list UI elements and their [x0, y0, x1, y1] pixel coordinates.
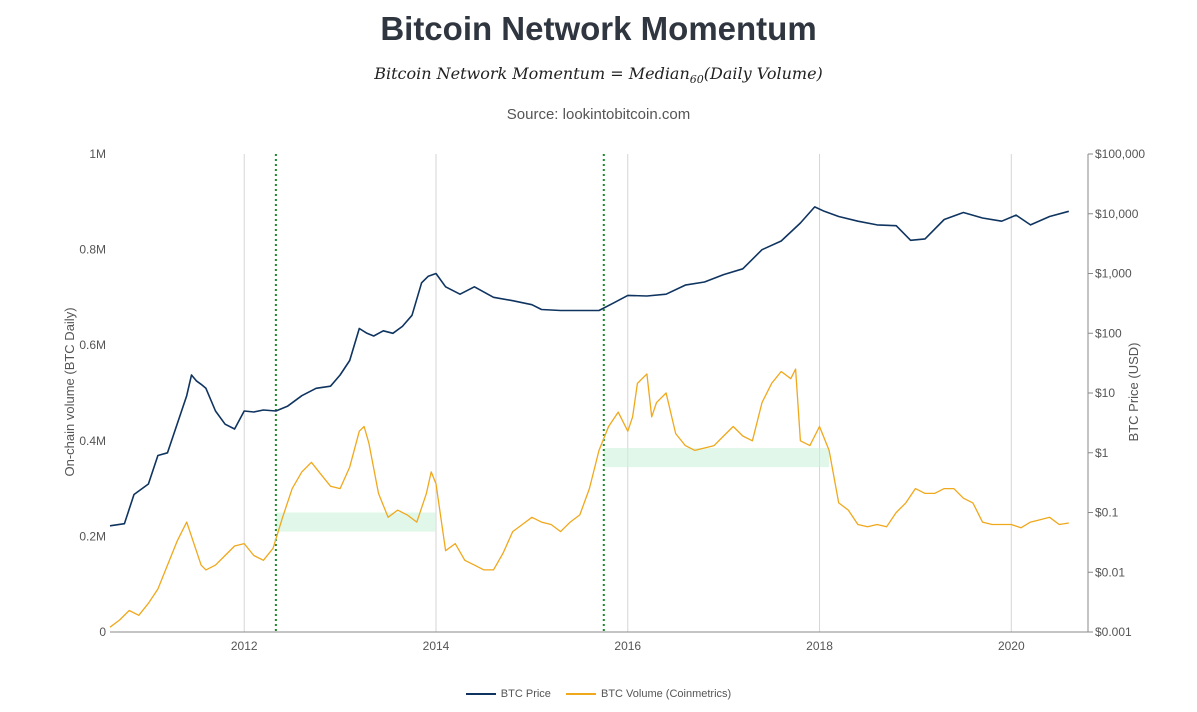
- y-right-tick-label: $100: [1095, 326, 1122, 340]
- grid-lines: [243, 154, 1012, 632]
- series-layer: [109, 206, 1070, 628]
- x-tick-label: 2016: [614, 639, 641, 653]
- y-right-tick-label: $1: [1095, 446, 1109, 460]
- legend-item-volume[interactable]: BTC Volume (Coinmetrics): [565, 688, 732, 700]
- y-right-tick-label: $0.1: [1095, 506, 1119, 520]
- legend-swatch-volume: [565, 693, 596, 695]
- formula-argument: (Daily Volume): [703, 64, 823, 83]
- y-left-tick-label: 1M: [89, 147, 106, 161]
- series-line-btc-price: [109, 206, 1070, 527]
- y-axis-right-label: BTC Price (USD): [1126, 343, 1141, 442]
- y-left-tick-label: 0.6M: [79, 338, 106, 352]
- x-tick-label: 2012: [231, 639, 258, 653]
- y-right-tick-label: $1,000: [1095, 267, 1132, 281]
- y-left-tick-label: 0: [99, 625, 106, 639]
- legend-label-price: BTC Price: [500, 688, 551, 700]
- y-right-tick-label: $0.001: [1095, 625, 1132, 639]
- chart-legend: BTC Price BTC Volume (Coinmetrics): [0, 686, 1197, 700]
- axes-layer: 2012 2014 2016 2018 2020 0 0.2M 0.4M 0.6M 0.8M 1M $…: [79, 147, 1145, 653]
- momentum-band: [603, 447, 830, 468]
- bands-layer: [275, 447, 830, 532]
- y-right-tick-label: $10,000: [1095, 207, 1139, 221]
- signals-layer: [274, 154, 605, 632]
- chart-title: Bitcoin Network Momentum: [380, 10, 817, 47]
- y-left-tick-label: 0.8M: [79, 243, 106, 257]
- y-right-tick-label: $10: [1095, 386, 1115, 400]
- formula-subscript: 60: [689, 73, 704, 87]
- x-tick-label: 2014: [423, 639, 450, 653]
- legend-swatch-price: [465, 693, 496, 695]
- chart-subtitle: Source: lookintobitcoin.com: [506, 106, 691, 123]
- momentum-band: [275, 512, 436, 532]
- y-left-tick-label: 0.4M: [79, 434, 106, 448]
- x-tick-label: 2018: [806, 639, 833, 653]
- series-line-btc-volume: [109, 368, 1069, 628]
- legend-label-volume: BTC Volume (Coinmetrics): [600, 688, 732, 700]
- y-axis-left-label: On-chain volume (BTC Daily): [62, 307, 77, 476]
- formula-equals: =: [605, 64, 629, 83]
- formula-lhs: Bitcoin Network Momentum: [374, 64, 606, 83]
- x-tick-label: 2020: [998, 639, 1025, 653]
- y-left-tick-label: 0.2M: [79, 529, 106, 543]
- chart-formula: Bitcoin Network Momentum = Median60(Dail…: [0, 64, 1197, 86]
- formula-function: Median: [628, 64, 690, 83]
- y-right-tick-label: $100,000: [1095, 147, 1145, 161]
- y-right-tick-label: $0.01: [1095, 565, 1125, 579]
- legend-item-price[interactable]: BTC Price: [465, 688, 551, 700]
